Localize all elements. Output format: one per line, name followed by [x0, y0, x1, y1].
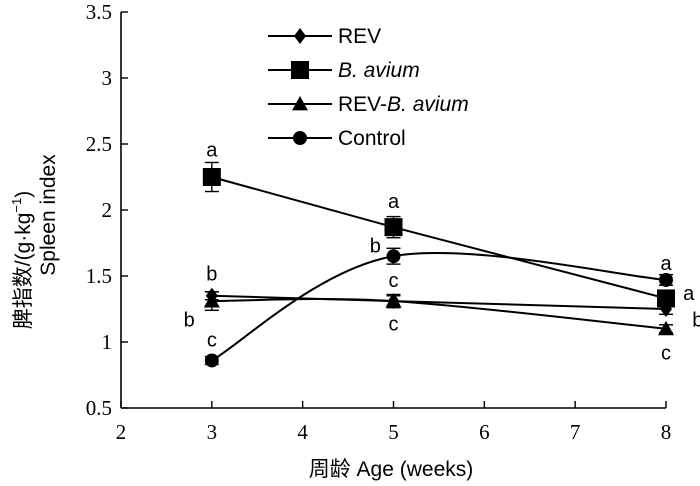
legend-label-part: REV- — [338, 93, 387, 116]
data-point — [384, 218, 403, 237]
series-square — [202, 161, 675, 308]
legend-marker — [292, 96, 308, 111]
data-point — [204, 353, 219, 368]
y-axis-title-en: Spleen index — [37, 154, 60, 276]
data-point — [386, 249, 401, 264]
data-point — [658, 320, 674, 336]
significance-letter: a — [206, 139, 218, 161]
y-tick-label: 3.5 — [86, 0, 112, 24]
significance-letter: c — [207, 329, 217, 351]
y-axis-title-cn-close: ) — [12, 191, 35, 198]
significance-letter: a — [683, 283, 695, 305]
legend-label: REV-B. avium — [338, 93, 469, 116]
y-axis-title-cn-main: 脾指数/(g·kg — [12, 213, 35, 330]
y-tick-label: 0.5 — [86, 396, 112, 420]
legend-item-diamond: REV — [268, 25, 381, 48]
x-tick-label: 4 — [297, 420, 308, 444]
x-tick-label: 5 — [388, 420, 399, 444]
data-point — [657, 289, 675, 308]
legend-label-part: B. avium — [387, 93, 469, 116]
legend-label-part: REV — [338, 25, 381, 48]
x-tick-label: 3 — [207, 420, 218, 444]
data-point — [659, 272, 673, 287]
data-point — [385, 293, 402, 308]
y-tick-label: 2 — [102, 198, 113, 222]
legend-marker — [293, 131, 307, 145]
y-axis-title-cn-sup: −1 — [9, 198, 24, 213]
series-layer — [202, 161, 675, 368]
series-diamond — [204, 287, 673, 317]
x-axis-title: 周龄 Age (weeks) — [309, 458, 474, 481]
series-triangle — [203, 291, 674, 336]
significance-letter: a — [388, 191, 400, 213]
legend-item-circle: Control — [268, 127, 406, 150]
series-line — [211, 294, 667, 310]
significance-letter: a — [660, 253, 672, 275]
series-line — [211, 298, 667, 330]
significance-letter: b — [184, 310, 195, 332]
axes: 2 3 4 5 6 7 8 0.5 1 1.5 2 2.5 3 3.5 — [86, 0, 672, 444]
legend-marker — [291, 61, 309, 79]
data-point — [203, 293, 220, 308]
data-point — [202, 168, 221, 186]
significance-letter: b — [370, 236, 381, 258]
y-axis-title-cn: 脾指数/(g·kg−1) — [9, 191, 35, 330]
y-tick-label: 2.5 — [86, 132, 112, 156]
legend-label: B. avium — [338, 59, 420, 82]
legend-marker — [294, 28, 306, 44]
legend-item-triangle: REV-B. avium — [268, 93, 469, 116]
y-tick-label: 1.5 — [86, 264, 112, 288]
significance-letter: b — [692, 310, 700, 332]
legend-label: REV — [338, 25, 381, 48]
x-tick-label: 7 — [570, 420, 581, 444]
x-tick-label: 8 — [661, 420, 672, 444]
significance-letter: c — [389, 314, 399, 336]
series-circle — [204, 247, 673, 368]
legend-item-square: B. avium — [268, 59, 420, 82]
significance-letter: c — [389, 270, 399, 292]
legend-label-part: B. avium — [338, 59, 420, 82]
x-tick-label: 6 — [479, 420, 490, 444]
y-tick-label: 3 — [102, 66, 113, 90]
legend-label-part: Control — [338, 127, 406, 150]
significance-letter: b — [206, 263, 217, 285]
series-line — [211, 176, 667, 300]
legend-label: Control — [338, 127, 406, 150]
y-axis-title: 脾指数/(g·kg−1) Spleen index — [9, 154, 60, 329]
significance-letter: c — [661, 343, 671, 365]
x-tick-label: 2 — [116, 420, 127, 444]
y-tick-label: 1 — [102, 330, 113, 354]
